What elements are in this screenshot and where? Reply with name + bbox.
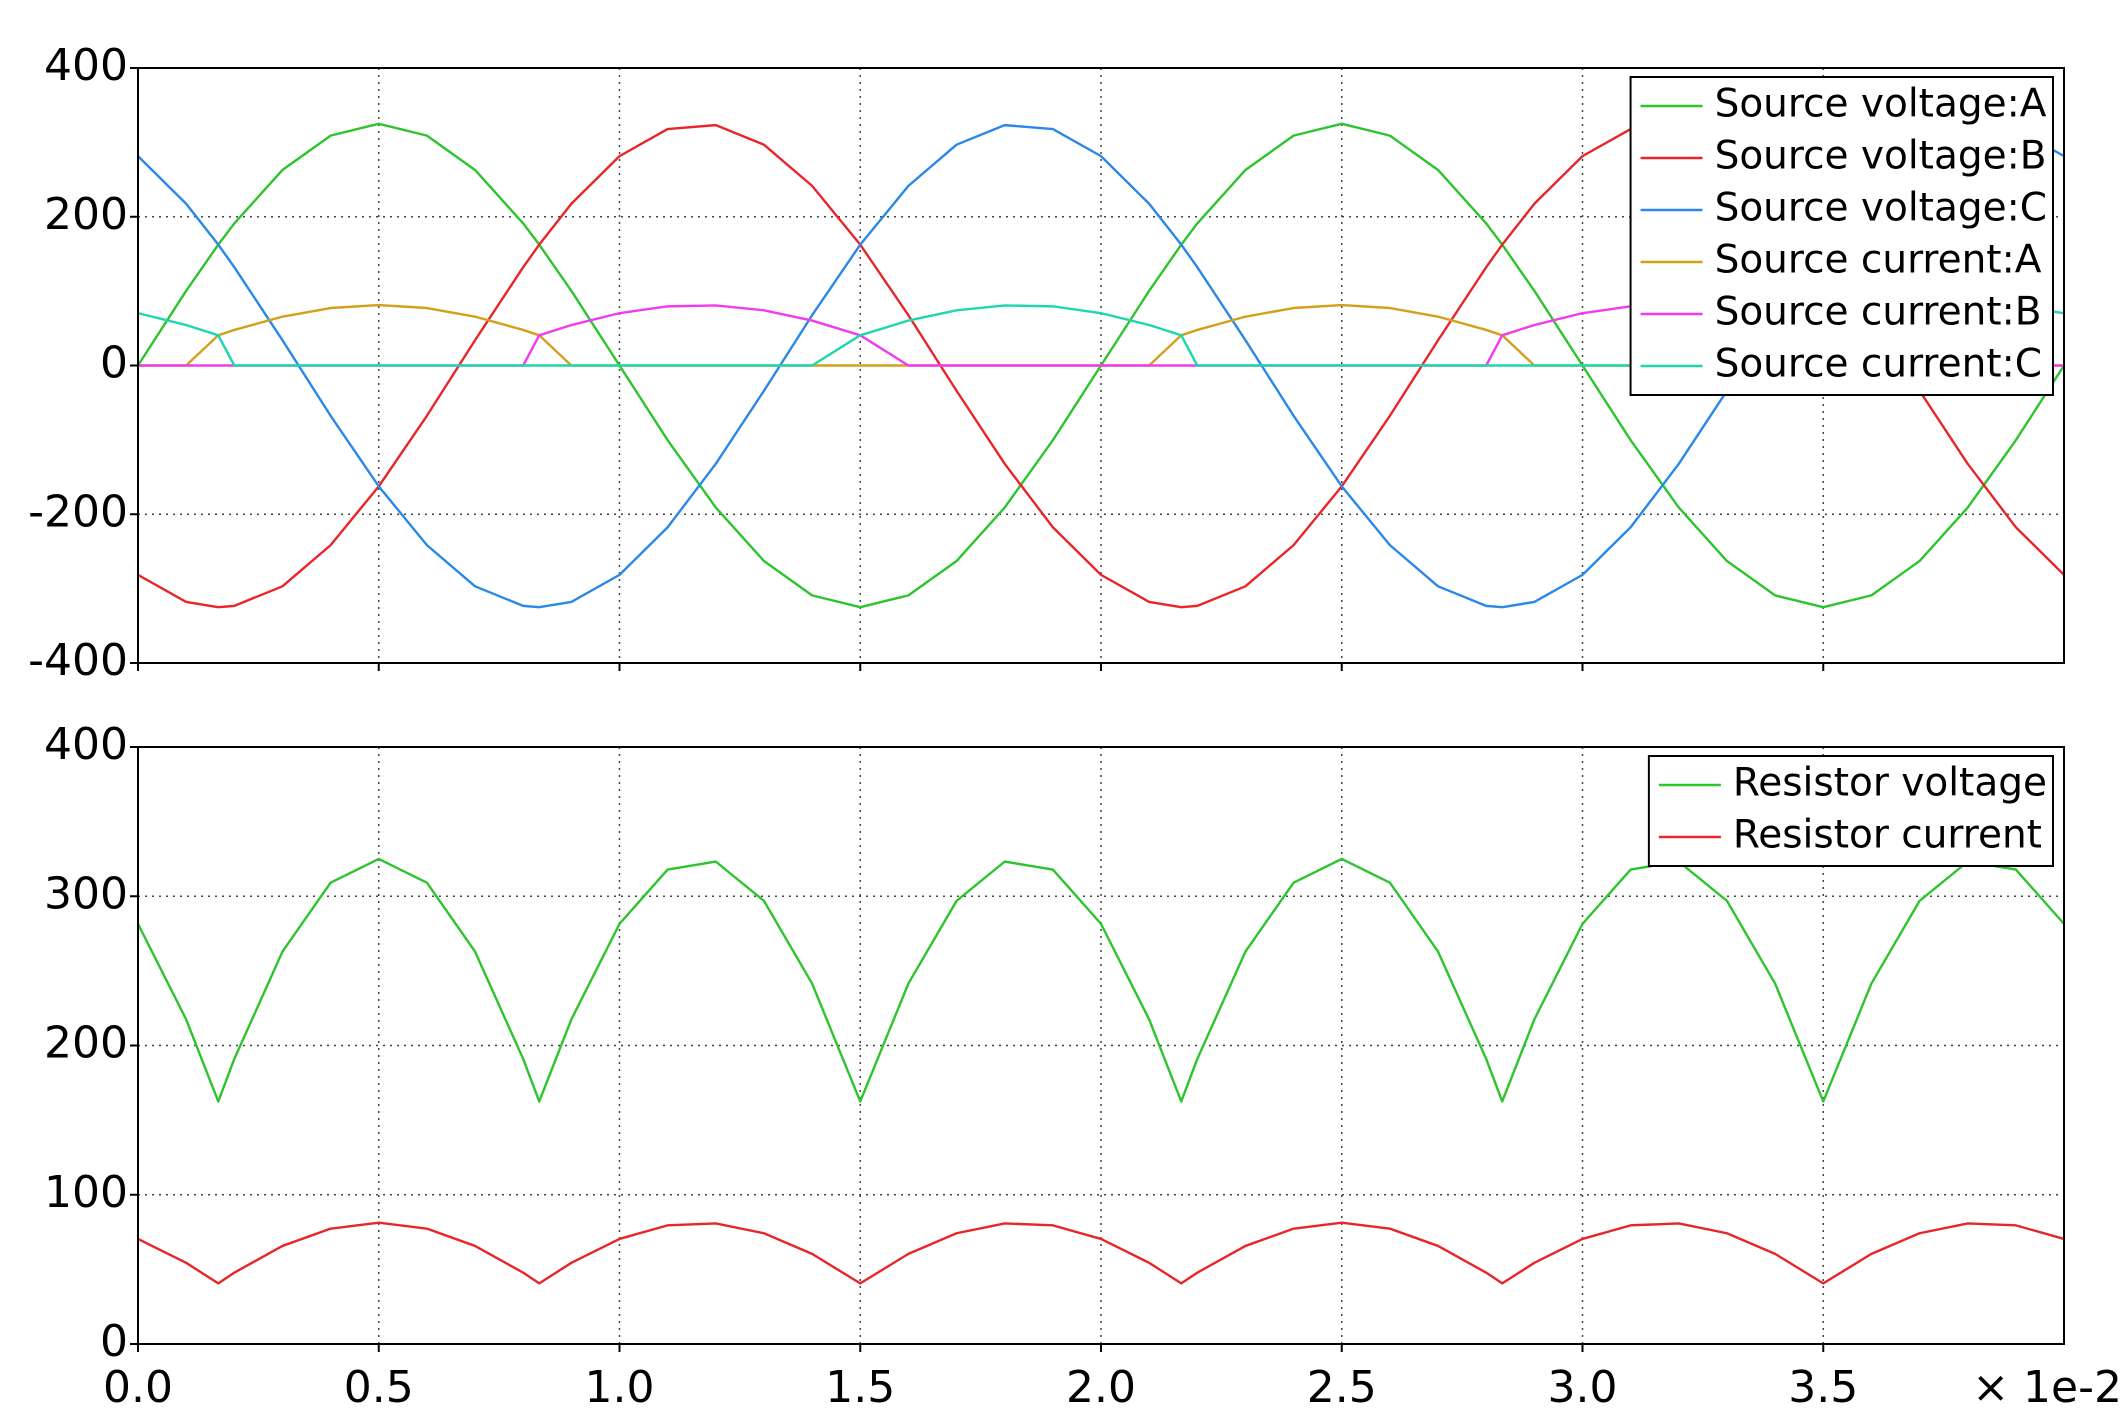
x-tick-label: 1.5 (825, 1362, 895, 1413)
legend-label: Source current:B (1715, 290, 2042, 335)
x-tick-label: 2.0 (1066, 1362, 1136, 1413)
y-tick-label: 400 (44, 40, 128, 91)
legend-label: Source current:C (1715, 342, 2042, 387)
legend: Resistor voltage Resistor current (1647, 755, 2054, 867)
y-tick-label: 100 (44, 1167, 128, 1218)
y-tick-label: 200 (44, 189, 128, 240)
x-tick-label: 0.5 (344, 1362, 414, 1413)
y-tick-label: 0 (100, 1316, 128, 1367)
series-line (137, 1221, 2065, 1285)
y-tick-label: 200 (44, 1018, 128, 1069)
x-axis-multiplier: × 1e-2 (1972, 1362, 2122, 1413)
legend-label: Source current:A (1715, 238, 2042, 283)
y-tick-label: 400 (44, 719, 128, 770)
plot-frame (137, 67, 2065, 664)
x-tick-label: 3.0 (1548, 1362, 1618, 1413)
series-line (137, 123, 2065, 609)
legend-frame (1647, 755, 2054, 867)
legend-label: Source voltage:A (1715, 82, 2047, 127)
legend-label: Resistor current (1733, 813, 2042, 858)
legend: Source voltage:A Source voltage:B Source v… (1629, 76, 2054, 396)
y-tick-label: -400 (28, 635, 128, 686)
plot-frame (137, 746, 2065, 1345)
legend-label: Source voltage:C (1715, 186, 2047, 231)
x-tick-label: 0.0 (103, 1362, 173, 1413)
legend-label: Resistor voltage (1733, 761, 2047, 806)
x-tick-label: 1.0 (585, 1362, 655, 1413)
y-tick-label: -200 (28, 486, 128, 537)
x-tick-label: 3.5 (1788, 1362, 1858, 1413)
legend-label: Source voltage:B (1715, 134, 2047, 179)
y-tick-label: 0 (100, 338, 128, 389)
x-tick-label: 2.5 (1307, 1362, 1377, 1413)
y-tick-label: 300 (44, 868, 128, 919)
series-line (136, 857, 2065, 1103)
legend-frame (1629, 76, 2054, 396)
